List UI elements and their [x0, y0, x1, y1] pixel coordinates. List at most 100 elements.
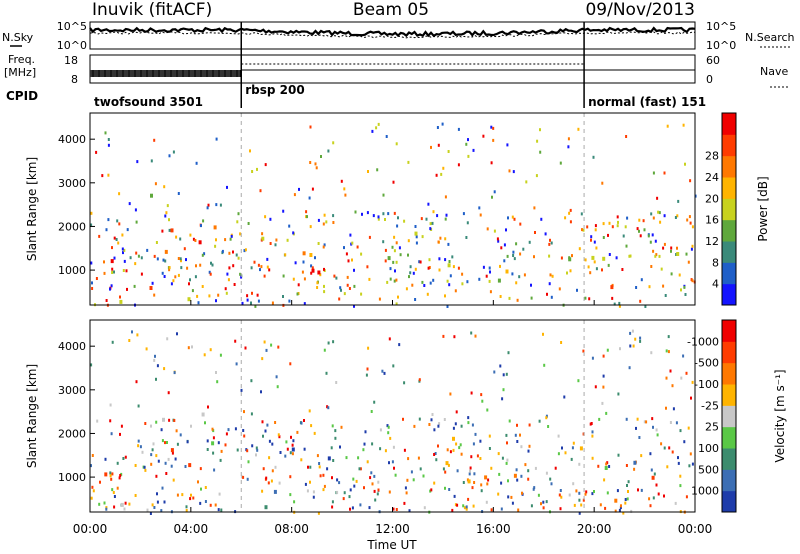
heatmap-cell [625, 135, 628, 138]
heatmap-cell [639, 339, 642, 343]
heatmap-cell [628, 366, 631, 370]
heatmap-cell [446, 305, 449, 308]
heatmap-cell [346, 283, 349, 287]
velocity-cbar-label: Velocity [m s⁻¹] [773, 369, 787, 462]
heatmap-cell [282, 295, 284, 298]
heatmap-cell [136, 333, 139, 337]
heatmap-cell [549, 238, 551, 242]
heatmap-cell [330, 446, 333, 450]
heatmap-cell [289, 493, 292, 497]
time-axis-label: Time UT [366, 538, 417, 552]
heatmap-cell [307, 465, 309, 469]
heatmap-cell [438, 257, 441, 261]
heatmap-cell [602, 222, 605, 226]
heatmap-cell [332, 459, 335, 462]
cpid-program-label: rbsp 200 [245, 83, 304, 97]
heatmap-cell [259, 189, 262, 193]
heatmap-cell [195, 264, 197, 268]
heatmap-cell [452, 426, 455, 430]
heatmap-cell [662, 284, 665, 288]
heatmap-cell [492, 126, 495, 130]
heatmap-cell [456, 469, 459, 473]
heatmap-cell [393, 235, 396, 239]
nsky-strip: N.Sky 10^5 10^0 10^5 10^0 N.Search [2, 20, 795, 52]
heatmap-cell [691, 225, 694, 229]
heatmap-cell [123, 259, 126, 263]
heatmap-cell [549, 477, 552, 481]
heatmap-cell [629, 254, 632, 258]
heatmap-cell [206, 206, 209, 210]
heatmap-cell [667, 350, 670, 354]
velocity-axes: 1000 2000 3000 4000 [58, 340, 95, 484]
heatmap-cell [225, 291, 228, 295]
heatmap-cell [634, 337, 637, 341]
heatmap-cell [140, 272, 143, 276]
heatmap-cell [177, 192, 180, 195]
heatmap-cell [384, 449, 387, 453]
heatmap-cell [226, 272, 229, 276]
heatmap-cell [591, 356, 594, 360]
heatmap-cell [616, 215, 619, 219]
heatmap-cell [163, 275, 166, 278]
heatmap-cell [618, 304, 621, 308]
heatmap-cell [134, 464, 137, 467]
heatmap-cell [377, 480, 380, 484]
heatmap-cell [627, 480, 630, 484]
heatmap-cell [528, 444, 531, 448]
heatmap-cell [608, 221, 611, 225]
heatmap-cell [655, 428, 658, 432]
heatmap-cell [219, 203, 222, 207]
heatmap-cell [164, 249, 168, 254]
heatmap-cell [157, 459, 160, 463]
heatmap-cell [377, 217, 380, 221]
freq-label: Freq. [8, 53, 35, 66]
heatmap-cell [572, 482, 575, 486]
heatmap-cell [431, 413, 434, 416]
heatmap-cell [150, 159, 153, 163]
heatmap-cell [103, 501, 106, 505]
heatmap-cell [105, 506, 108, 510]
heatmap-cell [268, 268, 271, 272]
heatmap-cell [568, 493, 571, 497]
heatmap-cell [208, 270, 211, 274]
heatmap-cell [593, 260, 596, 264]
heatmap-cell [618, 301, 621, 305]
heatmap-cell [309, 225, 312, 229]
heatmap-cell [624, 501, 627, 505]
power-frame [89, 112, 696, 306]
heatmap-cell [465, 142, 468, 146]
heatmap-cell [582, 349, 585, 353]
heatmap-cell [410, 470, 413, 474]
heatmap-cell [215, 203, 218, 207]
heatmap-cell [594, 224, 597, 228]
heatmap-cell [277, 345, 280, 349]
heatmap-cell [684, 162, 686, 166]
heatmap-cell [176, 442, 179, 446]
heatmap-cell [461, 272, 464, 276]
heatmap-cell [652, 216, 655, 220]
heatmap-cell [377, 215, 380, 219]
heatmap-cell [143, 465, 146, 469]
heatmap-cell [246, 477, 249, 481]
heatmap-cell [393, 211, 396, 215]
heatmap-cell [264, 163, 267, 167]
heatmap-cell [311, 187, 314, 191]
heatmap-cell [109, 419, 112, 423]
heatmap-cell [647, 234, 650, 238]
heatmap-cell [266, 257, 269, 261]
heatmap-cell [687, 426, 690, 430]
heatmap-cell [121, 247, 124, 251]
heatmap-cell [333, 274, 336, 278]
heatmap-cell [467, 497, 470, 501]
heatmap-cell [652, 425, 654, 429]
heatmap-cell [594, 385, 597, 389]
heatmap-cell [192, 237, 195, 241]
heatmap-cell [666, 124, 669, 128]
heatmap-cell [392, 180, 395, 184]
heatmap-cell [451, 508, 454, 512]
heatmap-cell [309, 465, 312, 469]
heatmap-cell [318, 465, 321, 469]
heatmap-cell [662, 246, 665, 250]
heatmap-cell [497, 239, 500, 243]
heatmap-cell [625, 464, 628, 467]
